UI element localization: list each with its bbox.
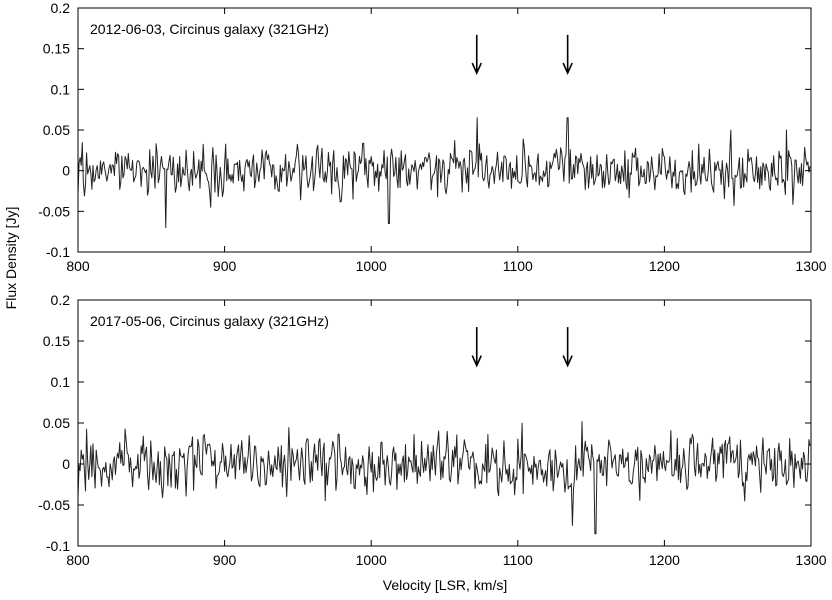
plot-frame-2 [77,299,812,547]
x-tick-label-2-2: 1000 [356,552,387,568]
y-tick-label-1-3: 0.05 [43,122,70,138]
x-tick-label-1-0: 800 [66,258,90,274]
x-tick-label-1-1: 900 [213,258,237,274]
arrow-marker-2-1 [471,327,482,368]
plot-frame-1 [77,7,812,253]
x-tick-label-2-0: 800 [66,552,90,568]
y-tick-label-2-2: 0 [62,456,70,472]
arrow-marker-2-2 [562,327,573,368]
y-tick-label-2-0: -0.1 [46,538,70,554]
chart-panel-1: 800 900 1000 1100 1200 1300 -0.1 -0.05 0 0.05 0.1 0… [38,0,827,274]
y-tick-label-1-1: -0.05 [38,203,70,219]
y-tick-label-1-4: 0.1 [51,81,71,97]
x-axis-label: Velocity [LSR, km/s] [383,577,507,593]
y-tick-label-2-6: 0.2 [51,292,71,308]
y-tick-label-2-1: -0.05 [38,497,70,513]
y-tick-label-2-5: 0.15 [43,333,70,349]
y-tick-label-2-4: 0.1 [51,374,71,390]
x-tick-label-2-5: 1300 [795,552,826,568]
y-tick-label-1-0: -0.1 [46,244,70,260]
x-tick-label-1-5: 1300 [795,258,826,274]
spectrum-line-2-1 [77,421,811,535]
x-tick-label-1-4: 1200 [649,258,680,274]
x-tick-label-2-4: 1200 [649,552,680,568]
x-tick-label-2-3: 1100 [503,552,533,568]
y-tick-label-1-2: 0 [62,163,70,179]
spectrum-line-1-1 [77,117,811,229]
arrow-marker-1-1 [471,34,482,76]
arrow-marker-1-2 [562,34,573,76]
x-tick-label-1-3: 1100 [503,258,533,274]
y-tick-label-2-3: 0.05 [43,415,70,431]
chart-panel-2: 800 900 1000 1100 1200 1300 -0.1 -0.05 0 0.05 0.1 0… [38,292,827,568]
panel-title-2: 2017-05-06, Circinus galaxy (321GHz) [90,313,329,329]
y-axis-label: Flux Density [Jy] [3,207,19,310]
y-tick-label-1-5: 0.15 [43,41,70,57]
x-tick-label-1-2: 1000 [356,258,387,274]
x-tick-label-2-1: 900 [213,552,237,568]
y-tick-label-1-6: 0.2 [51,0,71,16]
panel-title-1: 2012-06-03, Circinus galaxy (321GHz) [90,21,329,37]
